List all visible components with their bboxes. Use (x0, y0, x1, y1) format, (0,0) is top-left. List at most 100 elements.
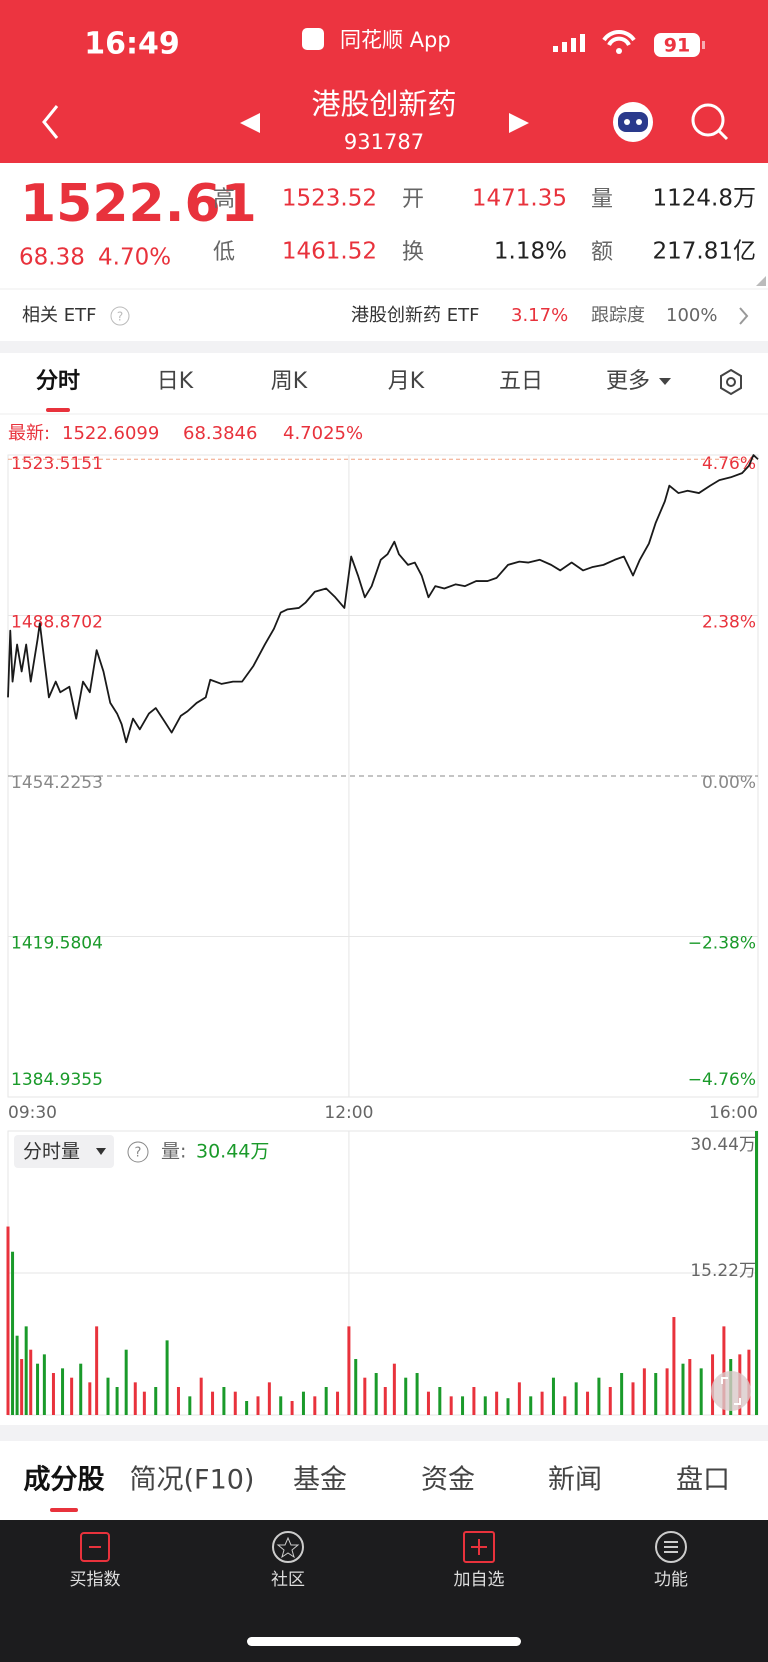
volume-bar (6, 1226, 10, 1415)
content-tab[interactable]: 资金 (421, 1465, 475, 1496)
volume-bar (631, 1382, 635, 1415)
period-tab[interactable]: 周K (271, 369, 308, 394)
section-gap (0, 1425, 768, 1441)
quote-price: 1522.61 (20, 174, 257, 234)
nav-icon (80, 1532, 110, 1562)
app-icon (302, 28, 324, 50)
field-label: 低 (213, 240, 235, 265)
field-value: 1471.35 (472, 186, 567, 212)
field-value: 1461.52 (282, 239, 377, 265)
nav-icon (463, 1531, 495, 1563)
volume-bar (36, 1363, 40, 1415)
volume-bar (290, 1401, 294, 1415)
next-button[interactable] (509, 113, 529, 133)
period-tab[interactable]: 月K (388, 369, 425, 394)
volume-bar (324, 1387, 328, 1415)
volume-bar (354, 1359, 358, 1415)
help-icon-mark: ? (117, 310, 123, 324)
volume-bar (301, 1391, 305, 1415)
tab-indicator (50, 1508, 78, 1512)
prev-button[interactable] (240, 113, 260, 133)
search-button[interactable] (691, 103, 729, 141)
content-tab[interactable]: 简况(F10) (130, 1465, 255, 1496)
y-tick-label: 1384.9355 (11, 1070, 103, 1090)
track-label: 跟踪度 (591, 305, 645, 326)
volume-bar (495, 1391, 499, 1415)
y2-tick-label: 2.38% (702, 613, 756, 633)
volume-bar (222, 1387, 226, 1415)
etf-arrow[interactable] (739, 307, 749, 325)
help-icon[interactable] (110, 306, 130, 326)
y2-tick-label: 0.00% (702, 773, 756, 793)
help-icon[interactable] (127, 1141, 149, 1163)
period-tab[interactable]: 分时 (36, 369, 80, 394)
volume-bar (79, 1363, 83, 1415)
volume-bar (245, 1401, 249, 1415)
assistant-button[interactable] (613, 102, 653, 142)
back-button[interactable] (42, 105, 59, 139)
volume-bar (654, 1373, 658, 1415)
volume-bar (699, 1368, 703, 1415)
section-gap (0, 341, 768, 353)
volume-chart: 30.44万 15.22万 (6, 1130, 759, 1416)
nav-item[interactable]: 社区 (271, 1570, 305, 1590)
nav-item[interactable]: 加自选 (454, 1570, 505, 1590)
x-tick-label: 09:30 (8, 1103, 57, 1123)
content-tab[interactable]: 基金 (293, 1465, 347, 1496)
volume-bar (176, 1387, 180, 1415)
volume-bar (392, 1363, 396, 1415)
wifi-icon (602, 30, 636, 47)
volume-bar (472, 1387, 476, 1415)
field-value: 217.81亿 (653, 239, 756, 265)
field-value: 1523.52 (282, 186, 377, 212)
fullscreen-button[interactable] (711, 1371, 751, 1411)
y-tick-label: 15.22万 (690, 1261, 756, 1281)
corner-mark (756, 276, 766, 286)
volume-bar (279, 1396, 283, 1415)
field-label: 量 (591, 187, 613, 212)
period-tab[interactable]: 日K (157, 369, 194, 394)
price-chart: 09:30 12:00 16:00 1523.5151 1488.8702 1454.22… (7, 454, 759, 1123)
volume-bar (124, 1349, 128, 1415)
selector-caret (96, 1148, 106, 1155)
volume-bar (620, 1373, 624, 1415)
content-tab[interactable]: 新闻 (548, 1465, 602, 1496)
volume-selector[interactable] (14, 1135, 114, 1168)
volume-bar (29, 1349, 33, 1415)
volume-bar (529, 1396, 533, 1415)
tab-indicator (46, 408, 70, 412)
volume-bar (383, 1387, 387, 1415)
settings-button[interactable] (720, 368, 742, 396)
y-tick-label: 1454.2253 (11, 773, 103, 793)
battery (654, 33, 700, 57)
content-tab[interactable]: 成分股 (24, 1465, 105, 1496)
y2-tick-label: −4.76% (688, 1070, 756, 1090)
volume-bar (211, 1391, 215, 1415)
x-tick-label: 12:00 (324, 1103, 373, 1123)
latest-change: 68.3846 (183, 423, 257, 444)
nav-item[interactable]: 买指数 (70, 1570, 121, 1590)
volume-bar (586, 1391, 590, 1415)
volume-bar (336, 1391, 340, 1415)
y-tick-label: 1419.5804 (11, 934, 103, 954)
volume-bar (42, 1354, 46, 1415)
volume-bar (51, 1373, 55, 1415)
period-tab[interactable]: 五日 (499, 369, 543, 394)
field-value: 1124.8万 (653, 186, 756, 212)
volume-bar (165, 1340, 169, 1415)
volume-bar (95, 1326, 99, 1415)
nav-item[interactable]: 功能 (654, 1570, 688, 1590)
status-time: 16:49 (84, 27, 180, 62)
volume-bar (672, 1317, 676, 1415)
volume-bar (233, 1391, 237, 1415)
content-tab[interactable]: 盘口 (676, 1465, 730, 1496)
volume-bar (449, 1396, 453, 1415)
y2-tick-label: 4.76% (702, 454, 756, 474)
nav-icon-mark (664, 1541, 678, 1553)
period-tab[interactable]: 更多 (606, 369, 650, 394)
etf-name[interactable]: 港股创新药 ETF (351, 305, 479, 326)
volume-bar (15, 1335, 19, 1415)
nav-icon-mark (471, 1539, 487, 1555)
